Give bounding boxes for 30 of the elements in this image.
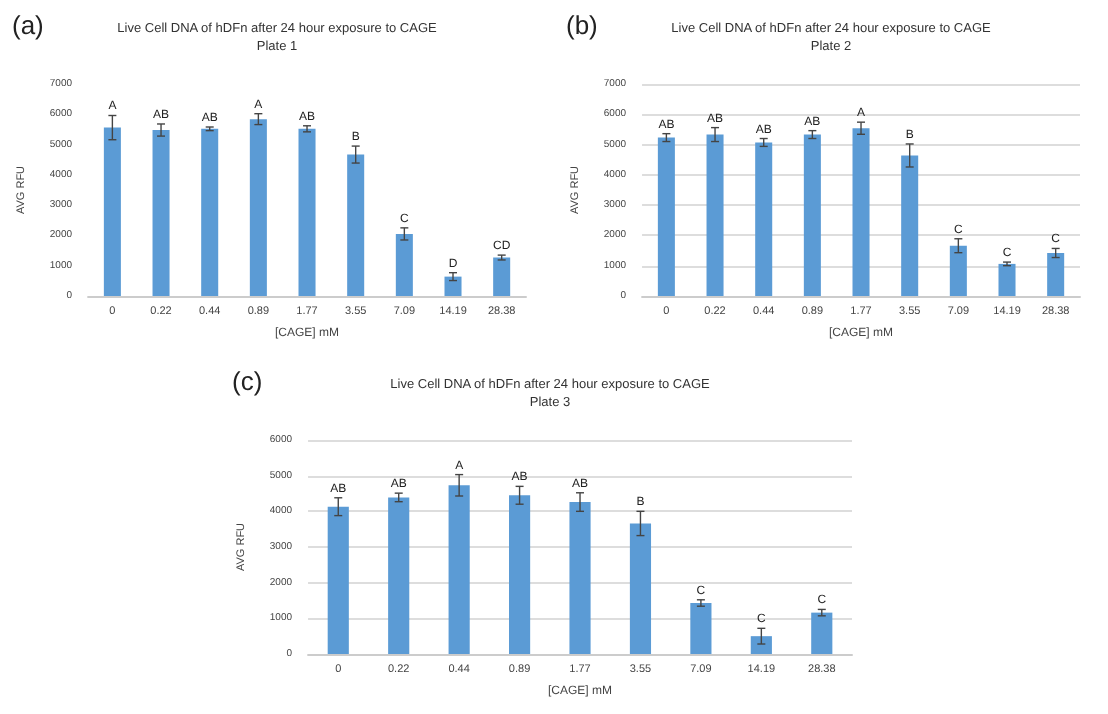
bar — [444, 276, 462, 296]
bar — [298, 128, 316, 296]
bar — [949, 245, 967, 296]
bar — [249, 119, 267, 296]
bar — [152, 130, 170, 296]
text: (a) — [12, 10, 44, 40]
bar — [201, 128, 219, 296]
bar — [1047, 252, 1065, 296]
bar — [569, 502, 591, 654]
bar — [629, 523, 652, 654]
bar — [901, 155, 919, 296]
bar — [811, 612, 833, 654]
bar — [493, 257, 511, 296]
bar — [657, 137, 675, 296]
text: (b) — [566, 10, 598, 40]
bar — [852, 128, 870, 296]
bar — [750, 636, 772, 654]
bar — [706, 134, 724, 296]
bar — [347, 154, 365, 296]
bar — [395, 233, 413, 296]
bar — [388, 497, 410, 654]
bar — [103, 127, 121, 296]
bar — [803, 134, 821, 296]
bar — [690, 603, 712, 654]
bar — [998, 263, 1016, 296]
text: (c) — [232, 366, 263, 396]
bar — [448, 485, 470, 654]
bar — [327, 506, 349, 654]
bar — [509, 495, 531, 654]
bar — [755, 142, 773, 296]
